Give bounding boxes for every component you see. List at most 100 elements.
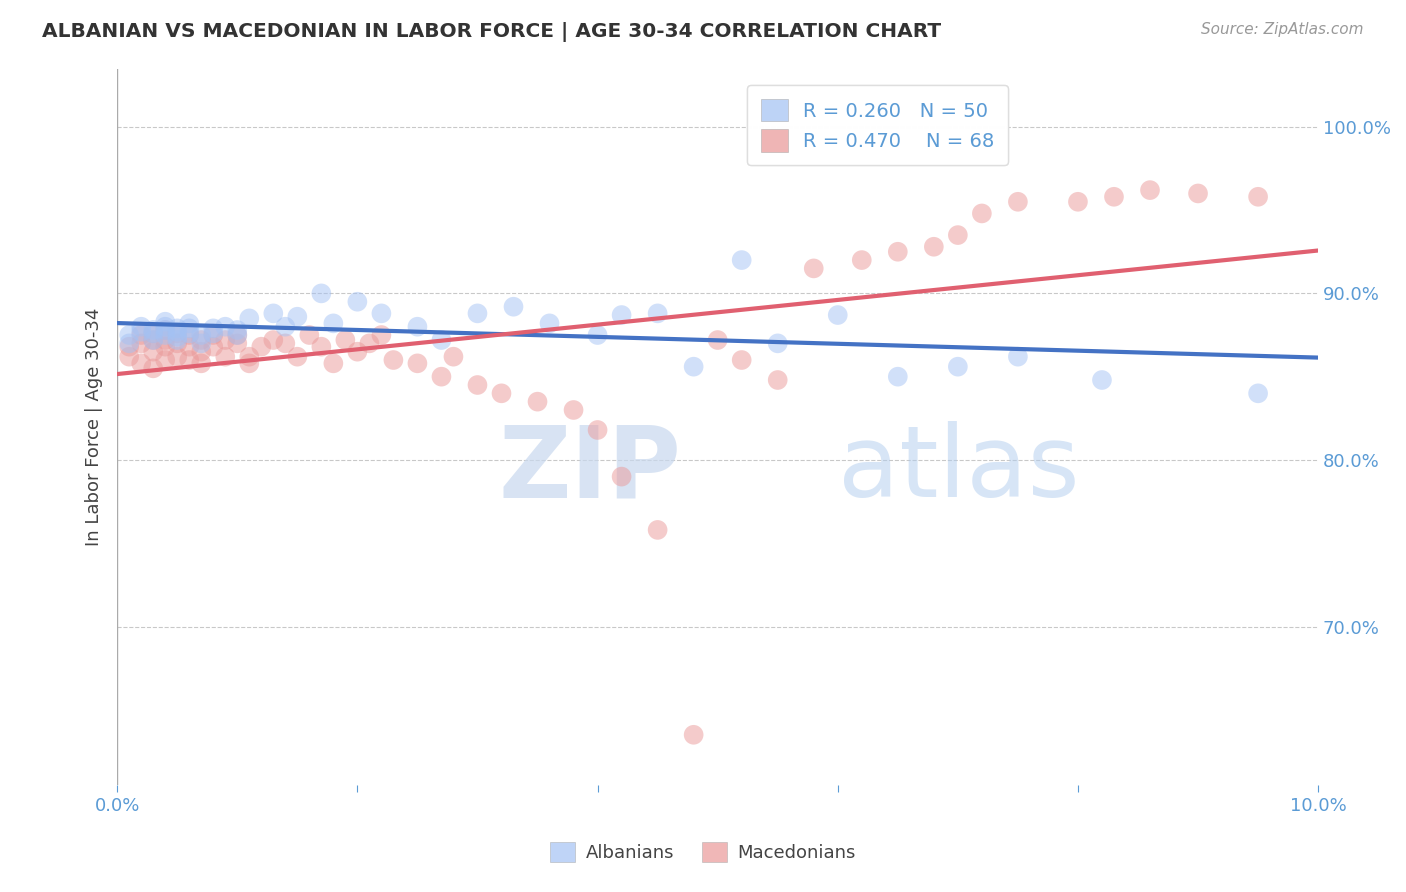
Point [491, 386, 513, 401]
Point [190, 333, 212, 347]
Point [946, 228, 969, 243]
Point [1247, 386, 1270, 401]
Point [335, 333, 357, 347]
Point [406, 319, 429, 334]
Point [430, 333, 453, 347]
Point [682, 359, 704, 374]
Point [190, 344, 212, 359]
Point [370, 328, 392, 343]
Point [166, 329, 188, 343]
Point [129, 336, 152, 351]
Point [190, 356, 212, 370]
Point [322, 317, 344, 331]
Point [129, 325, 152, 339]
Point [1139, 183, 1161, 197]
Point [467, 306, 489, 320]
Point [166, 325, 188, 339]
Point [142, 361, 165, 376]
Point [562, 403, 585, 417]
Point [226, 323, 249, 337]
Point [214, 333, 236, 347]
Point [238, 350, 260, 364]
Point [766, 336, 789, 351]
Point [827, 308, 849, 322]
Point [262, 333, 284, 347]
Point [238, 311, 260, 326]
Legend: Albanians, Macedonians: Albanians, Macedonians [543, 834, 863, 870]
Point [118, 336, 141, 351]
Point [946, 359, 969, 374]
Point [443, 350, 465, 364]
Point [166, 336, 188, 351]
Point [346, 294, 368, 309]
Point [142, 333, 165, 347]
Point [1007, 350, 1029, 364]
Point [142, 323, 165, 337]
Point [970, 206, 993, 220]
Point [250, 340, 273, 354]
Point [214, 350, 236, 364]
Point [731, 353, 754, 368]
Point [226, 336, 249, 351]
Point [262, 306, 284, 320]
Point [370, 306, 392, 320]
Point [179, 321, 201, 335]
Point [803, 261, 825, 276]
Point [155, 315, 177, 329]
Y-axis label: In Labor Force | Age 30-34: In Labor Force | Age 30-34 [86, 308, 103, 546]
Point [142, 344, 165, 359]
Point [142, 333, 165, 347]
Point [118, 350, 141, 364]
Point [155, 323, 177, 337]
Point [142, 326, 165, 341]
Point [274, 336, 297, 351]
Point [467, 378, 489, 392]
Point [1187, 186, 1209, 201]
Point [166, 326, 188, 341]
Point [922, 240, 945, 254]
Text: atlas: atlas [838, 421, 1080, 518]
Point [359, 336, 381, 351]
Point [1247, 190, 1270, 204]
Text: Source: ZipAtlas.com: Source: ZipAtlas.com [1201, 22, 1364, 37]
Point [238, 356, 260, 370]
Text: ZIP: ZIP [499, 421, 682, 518]
Point [118, 328, 141, 343]
Point [731, 253, 754, 268]
Point [155, 353, 177, 368]
Point [406, 356, 429, 370]
Point [887, 244, 910, 259]
Point [430, 369, 453, 384]
Point [155, 323, 177, 337]
Legend: R = 0.260   N = 50, R = 0.470    N = 68: R = 0.260 N = 50, R = 0.470 N = 68 [747, 86, 1008, 165]
Point [586, 423, 609, 437]
Point [298, 328, 321, 343]
Point [1091, 373, 1114, 387]
Point [285, 350, 308, 364]
Point [166, 350, 188, 364]
Point [502, 300, 524, 314]
Point [142, 326, 165, 341]
Point [179, 353, 201, 368]
Point [214, 319, 236, 334]
Point [887, 369, 910, 384]
Point [526, 394, 548, 409]
Point [766, 373, 789, 387]
Point [202, 321, 225, 335]
Point [202, 328, 225, 343]
Point [166, 321, 188, 335]
Point [190, 328, 212, 343]
Point [311, 286, 333, 301]
Point [179, 328, 201, 343]
Point [155, 333, 177, 347]
Point [155, 328, 177, 343]
Point [190, 336, 212, 351]
Text: ALBANIAN VS MACEDONIAN IN LABOR FORCE | AGE 30-34 CORRELATION CHART: ALBANIAN VS MACEDONIAN IN LABOR FORCE | … [42, 22, 941, 42]
Point [382, 353, 405, 368]
Point [346, 344, 368, 359]
Point [285, 310, 308, 324]
Point [118, 340, 141, 354]
Point [706, 333, 728, 347]
Point [202, 326, 225, 341]
Point [129, 328, 152, 343]
